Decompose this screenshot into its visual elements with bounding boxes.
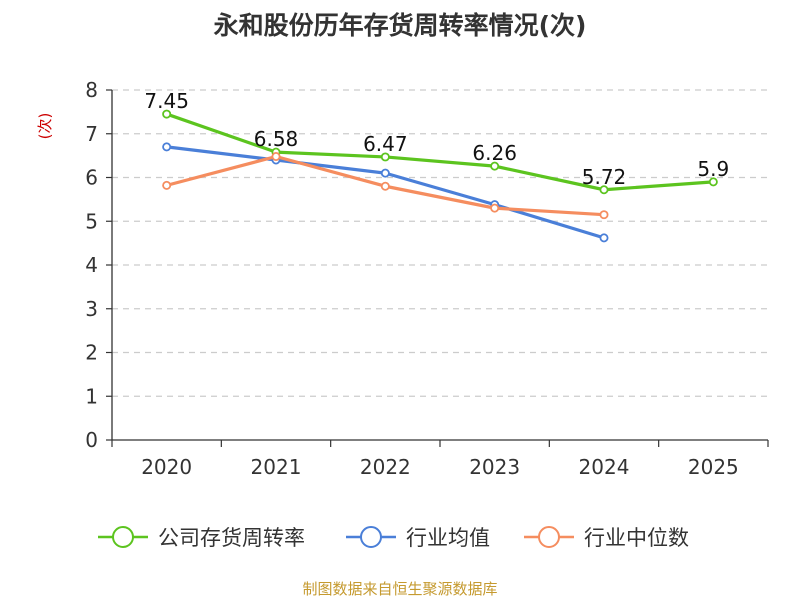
- x-tick-label: 2023: [469, 455, 520, 479]
- legend: 公司存货周转率 行业均值 行业中位数: [98, 526, 689, 550]
- legend-item-1[interactable]: 行业均值: [346, 526, 490, 550]
- data-point: [162, 109, 172, 119]
- series-layer: [162, 109, 718, 243]
- data-point: [599, 185, 609, 195]
- data-point: [490, 203, 500, 213]
- chart-title: 永和股份历年存货周转率情况(次): [213, 11, 587, 40]
- y-tick-label: 2: [85, 341, 98, 365]
- data-point: [490, 161, 500, 171]
- legend-label: 行业中位数: [584, 526, 689, 550]
- legend-marker: [112, 526, 134, 548]
- y-tick-label: 7: [85, 122, 98, 146]
- axes: 0 1 2 3 4 5 6 7 8 2020 2021 2022 2023 2024 2025: [85, 78, 769, 479]
- y-tick-label: 5: [85, 209, 98, 233]
- data-label: 5.9: [697, 157, 729, 181]
- y-tick-label: 0: [85, 428, 98, 452]
- data-point: [380, 168, 390, 178]
- series-line-0: [166, 112, 714, 192]
- data-label: 6.47: [363, 132, 408, 156]
- x-tick-label: 2025: [688, 455, 739, 479]
- y-tick-label: 4: [85, 253, 98, 277]
- data-point: [599, 210, 609, 220]
- legend-marker: [360, 526, 382, 548]
- legend-label: 公司存货周转率: [158, 526, 305, 550]
- data-point: [380, 152, 390, 162]
- x-tick-label: 2020: [141, 455, 192, 479]
- y-tick-label: 6: [85, 166, 98, 190]
- data-label: 6.26: [472, 141, 517, 165]
- grid-lines: [112, 89, 768, 397]
- x-tick-label: 2022: [360, 455, 411, 479]
- data-label: 7.45: [144, 89, 189, 113]
- y-tick-label: 8: [85, 78, 98, 102]
- y-tick-label: 3: [85, 297, 98, 321]
- legend-label: 行业均值: [406, 526, 490, 550]
- data-label: 6.58: [254, 127, 299, 151]
- data-point: [162, 180, 172, 190]
- data-labels: 7.45 6.58 6.47 6.26 5.72 5.9: [144, 89, 729, 189]
- data-point: [708, 177, 718, 187]
- x-tick-label: 2021: [251, 455, 302, 479]
- legend-item-2[interactable]: 行业中位数: [524, 526, 689, 550]
- y-axis-unit-label: (次): [36, 113, 54, 140]
- x-tick-label: 2024: [579, 455, 630, 479]
- legend-marker: [538, 526, 560, 548]
- data-point: [162, 142, 172, 152]
- data-source-note: 制图数据来自恒生聚源数据库: [302, 580, 498, 598]
- y-tick-label: 1: [85, 384, 98, 408]
- data-point: [599, 233, 609, 243]
- data-point: [271, 151, 281, 161]
- data-label: 5.72: [582, 165, 627, 189]
- data-point: [380, 181, 390, 191]
- legend-item-0[interactable]: 公司存货周转率: [98, 526, 305, 550]
